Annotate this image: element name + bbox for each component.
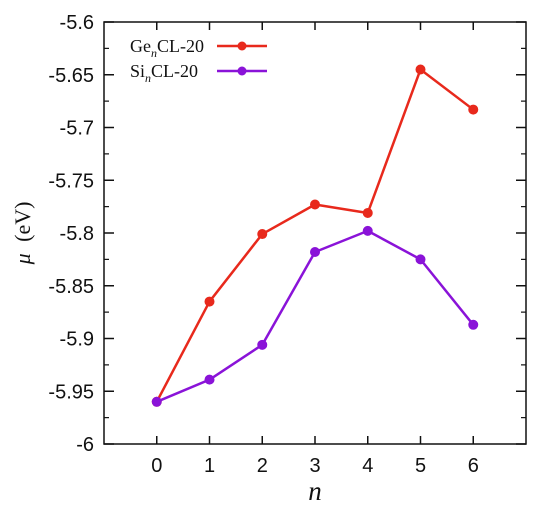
y-tick-label: -5.9 [60,329,94,351]
x-tick-label: 3 [309,455,320,477]
legend-label: SinCL-20 [130,61,198,85]
series-line [155,68,475,403]
y-tick-label: -6 [76,434,94,456]
data-point [362,207,373,218]
x-tick-label: 0 [151,455,162,477]
x-tick-label: 2 [257,455,268,477]
x-tick-label: 4 [362,455,373,477]
data-point [468,319,479,330]
series-si [151,225,479,407]
y-axis-symbol: μ [10,253,35,265]
data-point [362,225,373,236]
axes-layer: 0 1 2 3 4 5 6 -5.6 -5.65 -5.7 -5.75 -5.8 -5.85 -5.9 -5… [48,12,526,477]
x-tick-label: 6 [468,455,479,477]
data-point [204,296,215,307]
data-point [257,229,268,240]
data-point [310,246,320,257]
y-tick-label: -5.75 [48,170,94,192]
series-layer [151,64,479,407]
x-tick-label: 1 [204,455,215,477]
data-point [204,374,215,385]
legend-label: GenCL-20 [130,36,204,60]
data-point [415,254,426,265]
data-point [151,396,162,407]
y-tick-label: -5.7 [60,118,94,140]
data-point [468,104,479,115]
legend-swatch-marker [237,41,247,51]
y-tick-label: -5.6 [60,12,94,34]
x-axis-title: n [308,476,322,506]
y-tick-label: -5.65 [48,65,94,87]
y-axis-title: μ (eV) [10,202,35,266]
data-point [310,199,320,210]
x-tick-label: 5 [415,455,426,477]
data-point [257,339,268,350]
data-point [415,64,426,75]
series-ge [151,64,479,407]
y-axis-unit: (eV) [10,202,35,242]
y-tick-label: -5.95 [48,381,94,403]
y-tick-label: -5.8 [60,223,94,245]
legend-swatch-marker [237,66,247,76]
y-tick-label: -5.85 [48,276,94,298]
